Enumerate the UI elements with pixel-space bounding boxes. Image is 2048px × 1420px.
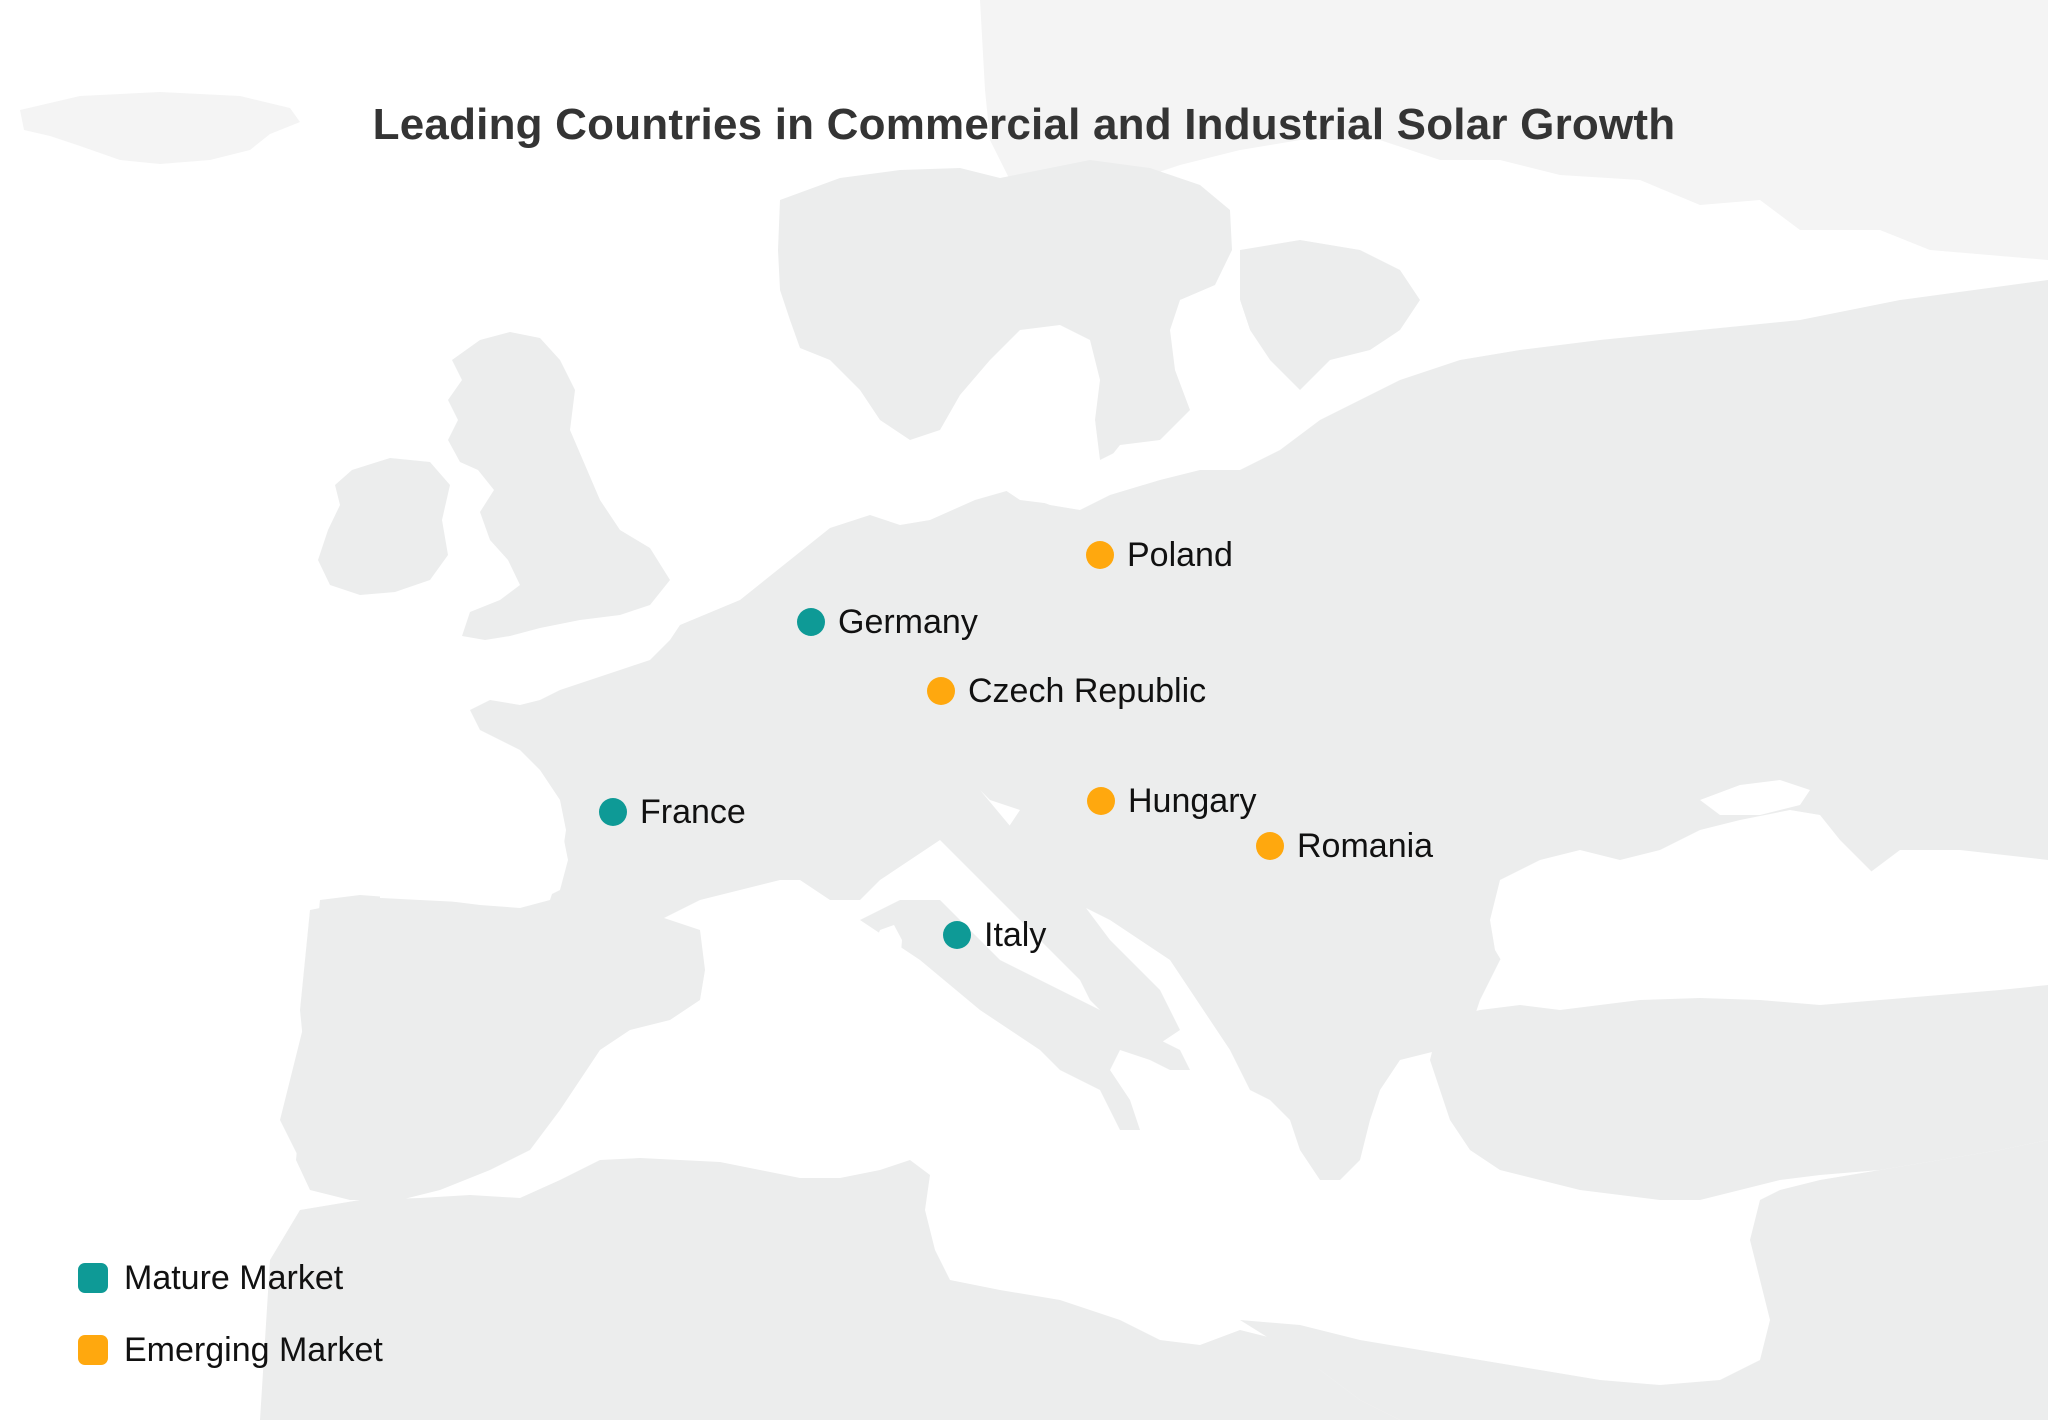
cyprus: [1640, 1220, 1710, 1246]
map-title: Leading Countries in Commercial and Indu…: [372, 100, 1676, 149]
mature-market-dot-icon: [797, 608, 825, 636]
italy-peninsula: [860, 900, 1190, 1130]
mature-market-dot-icon: [943, 921, 971, 949]
marker-label: Italy: [984, 915, 1047, 954]
legend-label: Emerging Market: [124, 1330, 383, 1369]
finland: [1240, 240, 1420, 390]
north-africa: [260, 1158, 1400, 1420]
middle-east: [1240, 1140, 2048, 1420]
ireland: [318, 458, 450, 595]
sardinia: [858, 990, 905, 1080]
marker-germany[interactable]: Germany: [797, 602, 978, 642]
marker-label: Romania: [1297, 826, 1434, 865]
mature-market-swatch-icon: [78, 1263, 108, 1293]
sicily: [1000, 1105, 1100, 1160]
marker-label: Hungary: [1128, 781, 1257, 820]
scandinavia-landmass: [778, 160, 1232, 470]
anatolia: [1430, 985, 2048, 1200]
gulf-of-bothnia: [1180, 290, 1270, 385]
sea-of-azov: [1700, 780, 1810, 815]
marker-italy[interactable]: Italy: [943, 915, 1046, 955]
legend-item-emerging[interactable]: Emerging Market: [78, 1328, 383, 1372]
iberian-peninsula: [296, 900, 705, 1200]
emerging-market-dot-icon: [1256, 832, 1284, 860]
great-britain: [448, 332, 670, 640]
greenland-tip: [20, 92, 300, 164]
emerging-market-dot-icon: [927, 677, 955, 705]
bay-of-biscay: [380, 820, 568, 905]
marker-label: France: [640, 792, 746, 831]
mainland-europe: [280, 280, 2048, 1180]
crete: [1360, 1215, 1460, 1236]
marker-romania[interactable]: Romania: [1256, 826, 1433, 866]
legend-item-mature[interactable]: Mature Market: [78, 1256, 383, 1300]
emerging-market-dot-icon: [1087, 787, 1115, 815]
marker-czech-republic[interactable]: Czech Republic: [927, 671, 1206, 711]
marker-label: Germany: [838, 602, 978, 641]
mature-market-dot-icon: [599, 798, 627, 826]
scandinavia-far-north: [980, 0, 2048, 260]
corsica: [874, 925, 902, 975]
black-sea: [1490, 810, 1910, 1000]
legend-label: Mature Market: [124, 1258, 344, 1297]
marker-poland[interactable]: Poland: [1086, 535, 1233, 575]
marker-label: Poland: [1127, 535, 1233, 574]
legend: Mature Market Emerging Market: [78, 1256, 383, 1400]
marker-label: Czech Republic: [968, 671, 1207, 710]
baltic-sea: [975, 330, 1200, 505]
marker-hungary[interactable]: Hungary: [1087, 781, 1257, 821]
balearic-islands: [680, 1045, 710, 1065]
emerging-market-swatch-icon: [78, 1335, 108, 1365]
emerging-market-dot-icon: [1086, 541, 1114, 569]
marker-france[interactable]: France: [599, 792, 746, 832]
